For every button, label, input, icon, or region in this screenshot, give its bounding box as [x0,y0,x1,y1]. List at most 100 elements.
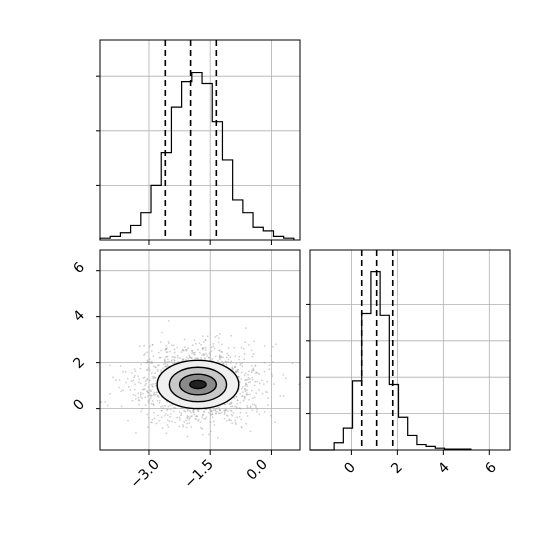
scatter-point [178,425,181,428]
scatter-point [204,418,207,420]
scatter-point [234,355,237,358]
scatter-point [165,432,168,435]
scatter-point [155,376,157,379]
scatter-point [155,391,158,394]
scatter-point [146,395,149,397]
scatter-point [209,421,212,424]
scatter-point [208,356,210,359]
scatter-point [182,358,185,361]
scatter-point [173,359,176,362]
scatter-point [191,344,194,347]
scatter-point [131,372,133,374]
scatter-point [150,390,153,393]
scatter-point [206,335,209,338]
scatter-point [249,381,252,383]
scatter-point [198,342,201,345]
scatter-point [169,350,172,353]
scatter-point [228,418,231,421]
scatter-point [146,379,148,381]
scatter-point [208,356,210,359]
scatter-point [245,378,248,381]
scatter-point [160,349,163,352]
scatter-point [210,410,213,412]
scatter-point [270,354,273,357]
scatter-point [184,358,187,361]
scatter-point [146,351,149,354]
scatter-point [241,387,243,390]
scatter-point [152,404,155,407]
scatter-point [183,338,186,341]
scatter-point [144,352,146,355]
scatter-point [186,422,189,425]
scatter-point [201,348,204,351]
scatter-point [246,405,249,407]
scatter-point [158,364,160,367]
scatter-point [146,368,149,371]
scatter-point [124,370,127,373]
scatter-point [244,379,247,382]
scatter-point [164,362,167,365]
scatter-point [237,375,240,378]
scatter-point [146,360,149,363]
scatter-point [151,385,154,388]
scatter-point [249,430,252,433]
scatter-point [147,426,149,428]
scatter-point [186,417,189,420]
scatter-point [217,412,220,414]
scatter-point [197,410,200,413]
scatter-point [243,352,246,355]
scatter-point [138,345,141,347]
scatter-point [148,369,151,372]
scatter-point [218,337,220,339]
scatter-point [260,379,263,382]
scatter-point [169,413,172,415]
panel-frame [99,249,301,451]
scatter-point [188,409,191,412]
scatter-point [137,399,140,401]
scatter-point [192,353,195,355]
scatter-point [160,369,163,372]
scatter-point [174,407,177,409]
scatter-point [224,360,227,363]
scatter-point [190,426,193,428]
scatter-point [229,409,232,412]
scatter-point [252,397,254,399]
scatter-point [156,368,159,371]
scatter-point [183,421,186,423]
scatter-point [190,356,193,359]
scatter-point [225,408,227,411]
scatter-point [255,392,258,395]
scatter-point [210,409,213,412]
scatter-point [151,375,154,378]
histogram-step [99,71,295,240]
scatter-point [291,362,294,365]
scatter-point [248,378,251,380]
scatter-point [202,410,205,413]
scatter-point [171,362,174,365]
scatter-point [152,383,155,385]
x-tick-label: 4 [435,459,453,477]
scatter-point [225,360,228,363]
scatter-point [240,407,243,410]
scatter-point [239,362,242,365]
scatter-point [125,381,127,384]
scatter-point [235,395,238,398]
scatter-point [202,353,205,355]
scatter-point [215,412,217,415]
scatter-point [148,392,150,394]
scatter-point [194,351,196,354]
scatter-point [173,361,176,364]
scatter-point [238,376,241,378]
scatter-point [253,404,256,406]
scatter-point [183,409,186,412]
scatter-point [164,348,167,351]
scatter-point [246,385,249,388]
scatter-point [218,356,221,359]
scatter-point [267,397,269,399]
scatter-point [156,399,159,402]
scatter-point [195,415,198,417]
scatter-point [141,407,144,410]
scatter-point [243,396,246,398]
scatter-point [214,409,217,412]
